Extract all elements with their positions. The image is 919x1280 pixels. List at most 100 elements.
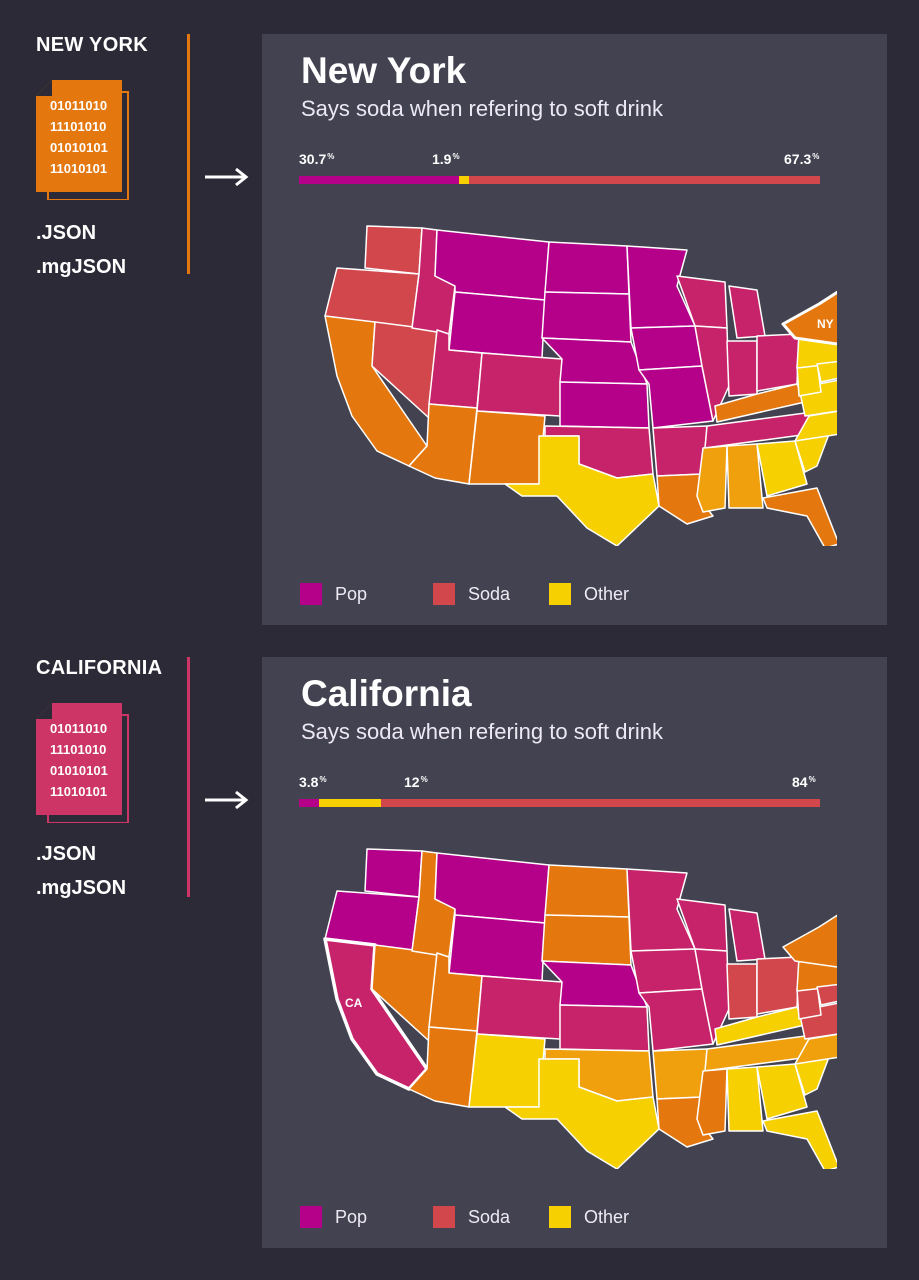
bar-soda-segment xyxy=(381,799,820,807)
state-sd xyxy=(541,914,632,966)
state-al xyxy=(726,443,764,509)
state-co xyxy=(476,975,563,1040)
legend-item-pop: Pop xyxy=(300,1206,367,1228)
state-md xyxy=(816,360,837,383)
state-tx xyxy=(504,435,660,546)
arrow-right-icon xyxy=(205,167,249,187)
state-ks xyxy=(559,1004,650,1052)
legend-swatch-other xyxy=(549,1206,571,1228)
legend-label: Pop xyxy=(335,1206,368,1227)
file-extension-mgjson: .mgJSON xyxy=(36,877,127,899)
state-in xyxy=(726,963,758,1020)
card-subtitle: Says soda when refering to soft drink xyxy=(301,719,663,744)
state-fl xyxy=(762,487,837,546)
divider-line xyxy=(187,657,190,897)
binary-line: 11010101 xyxy=(50,784,107,799)
state-ia xyxy=(630,325,703,371)
file-extension-json: .JSON xyxy=(36,843,97,865)
us-map: NY xyxy=(324,225,837,546)
binary-file-icon: 01011010 11101010 01010101 11010101 xyxy=(36,80,129,200)
bar-pop-segment xyxy=(299,799,319,807)
state-ms xyxy=(696,1068,728,1136)
legend-swatch-soda xyxy=(433,583,455,605)
state-ga xyxy=(756,440,808,497)
legend-item-pop: Pop xyxy=(300,583,367,605)
divider-line xyxy=(187,34,190,274)
bar-pop-segment xyxy=(299,176,460,184)
state-fl xyxy=(762,1110,837,1169)
binary-line: 11101010 xyxy=(50,119,106,134)
legend-item-other: Other xyxy=(549,583,629,605)
state-nc xyxy=(794,410,837,442)
soda-percent: 84% xyxy=(792,774,816,790)
legend-label: Pop xyxy=(335,583,368,604)
share-bar xyxy=(299,799,820,807)
legend-swatch-pop xyxy=(300,1206,322,1228)
other-percent: 12% xyxy=(404,774,428,790)
state-nm xyxy=(468,410,546,485)
legend-label: Soda xyxy=(468,1206,511,1227)
file-extension-mgjson: .mgJSON xyxy=(36,256,127,278)
state-mi xyxy=(728,908,766,962)
state-ny xyxy=(782,914,837,968)
state-wa xyxy=(364,848,423,898)
pop-percent: 3.8% xyxy=(299,774,327,790)
state-oh xyxy=(756,956,800,1015)
binary-line: 11101010 xyxy=(50,742,106,757)
legend-label: Soda xyxy=(468,583,511,604)
legend-swatch-other xyxy=(549,583,571,605)
arrow-right-icon xyxy=(205,790,249,810)
map-card: New York Says soda when refering to soft… xyxy=(262,34,887,625)
share-bar xyxy=(299,176,820,184)
file-extension-json: .JSON xyxy=(36,222,97,244)
card-title: New York xyxy=(301,50,467,91)
state-ar xyxy=(652,1048,708,1100)
state-mo xyxy=(638,365,714,429)
us-map: CA xyxy=(323,848,837,1169)
state-ks xyxy=(559,381,650,429)
state-nd xyxy=(544,241,630,295)
state-ia xyxy=(630,948,703,994)
state-mo xyxy=(638,988,714,1052)
state-wy xyxy=(448,291,546,359)
map-card: California Says soda when refering to so… xyxy=(262,657,887,1248)
state-al xyxy=(726,1066,764,1132)
binary-line: 11010101 xyxy=(50,161,107,176)
state-in xyxy=(726,340,758,397)
bar-other-segment xyxy=(318,799,382,807)
state-ny xyxy=(781,290,837,346)
state-nd xyxy=(544,864,630,918)
state-mi xyxy=(728,285,766,339)
binary-line: 01011010 xyxy=(50,721,107,736)
bar-soda-segment xyxy=(469,176,820,184)
section-new-york: NEW YORK 01011010 11101010 01010101 1101… xyxy=(0,34,919,654)
binary-line: 01010101 xyxy=(50,763,108,778)
state-wy xyxy=(448,914,546,982)
legend-swatch-pop xyxy=(300,583,322,605)
section-label: NEW YORK xyxy=(36,34,149,56)
state-nm xyxy=(468,1033,546,1108)
bar-other-segment xyxy=(459,176,469,184)
state-ar xyxy=(652,425,708,477)
legend-label: Other xyxy=(584,1206,630,1227)
section-california: CALIFORNIA 01011010 11101010 01010101 11… xyxy=(0,657,919,1277)
other-percent: 1.9% xyxy=(432,151,460,167)
card-subtitle: Says soda when refering to soft drink xyxy=(301,96,663,121)
binary-line: 01010101 xyxy=(50,140,108,155)
state-ms xyxy=(696,445,728,513)
state-wa xyxy=(364,225,423,275)
card-title: California xyxy=(301,673,472,714)
legend-item-soda: Soda xyxy=(433,1206,510,1228)
state-label-ca: CA xyxy=(345,996,363,1010)
binary-line: 01011010 xyxy=(50,98,107,113)
legend-label: Other xyxy=(584,583,630,604)
state-label-ny: NY xyxy=(817,317,834,331)
state-oh xyxy=(756,333,800,392)
state-il xyxy=(694,948,730,1045)
state-co xyxy=(476,352,563,417)
state-ga xyxy=(756,1063,808,1120)
pop-percent: 30.7% xyxy=(299,151,335,167)
soda-percent: 67.3% xyxy=(784,151,820,167)
state-md xyxy=(816,983,837,1006)
binary-file-icon: 01011010 11101010 01010101 11010101 xyxy=(36,703,129,823)
